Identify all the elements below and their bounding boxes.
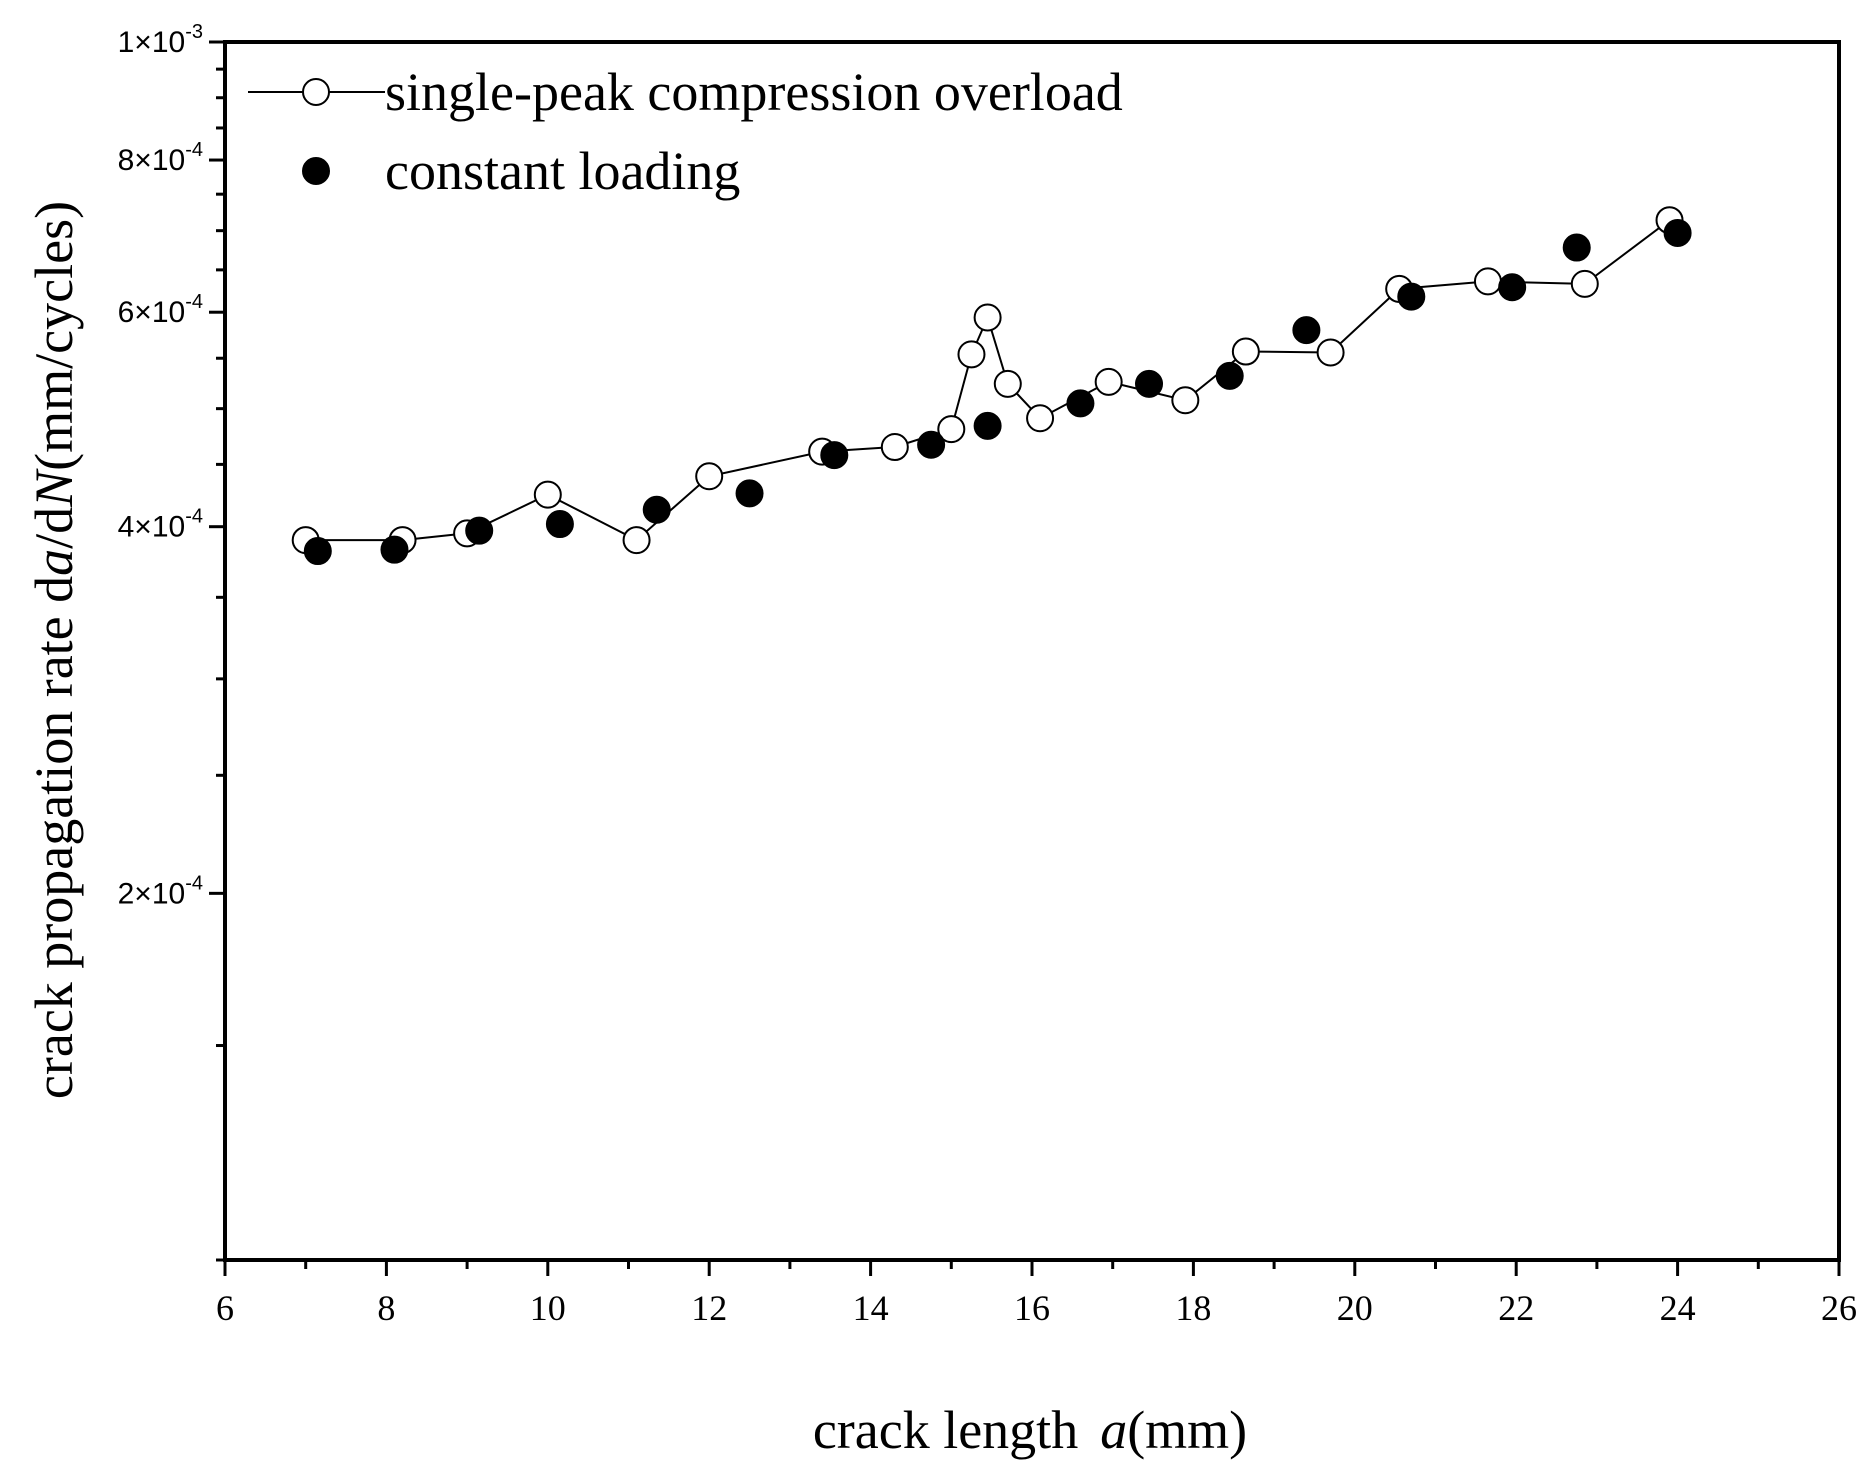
constant-loading-point [1498,273,1527,302]
overload-point [1171,386,1200,415]
x-tick-label: 16 [1014,1288,1050,1328]
x-tick-label: 6 [216,1288,234,1328]
legend-marker-overload [302,78,330,106]
x-tick-label: 26 [1821,1288,1857,1328]
x-tick-label: 12 [691,1288,727,1328]
constant-loading-point [1135,369,1164,398]
x-tick-label: 14 [853,1288,889,1328]
overload-point [1316,338,1345,367]
constant-loading-point [917,430,946,459]
overload-point [1473,267,1502,296]
constant-loading-point [973,411,1002,440]
overload-point [622,526,651,555]
y-tick-label: 1×10-3 [118,21,203,59]
constant-loading-point [380,535,409,564]
overload-point [993,369,1022,398]
y-tick-label: 6×10-4 [118,291,203,329]
y-tick-label: 4×10-4 [118,506,203,544]
overload-point [1570,269,1599,298]
y-axis-title-mid: /d [24,507,84,549]
overload-point [533,480,562,509]
y-axis-title-var-a: a [24,549,84,576]
overload-point [1094,367,1123,396]
y-tick-label: 8×10-4 [118,139,203,177]
constant-loading-point [1397,282,1426,311]
legend-marker-constant [302,157,330,185]
constant-loading-point [545,510,574,539]
constant-loading-point [1215,361,1244,390]
overload-point [973,303,1002,332]
x-tick-label: 8 [377,1288,395,1328]
x-tick-label: 20 [1337,1288,1373,1328]
y-axis-title-unit: (mm/cycles) [24,201,84,471]
y-axis-title-prefix: crack propagation rate d [24,576,84,1099]
x-tick-label: 18 [1175,1288,1211,1328]
x-tick-label: 10 [530,1288,566,1328]
axis-ticks [209,40,1841,1276]
constant-loading-point [735,479,764,508]
constant-loading-point [1663,218,1692,247]
overload-point [695,462,724,491]
y-tick-label: 2×10-4 [118,872,203,910]
overload-point [880,433,909,462]
series-line-0 [305,219,1671,542]
x-tick-label: 24 [1660,1288,1696,1328]
constant-loading-point [820,441,849,470]
constant-loading-point [642,495,671,524]
y-axis-title-var-n: N [24,468,84,508]
legend: single-peak compression overload constan… [248,62,1123,201]
x-tick-labels: 6 8 10 12 14 16 18 20 22 24 26 [216,1288,1857,1328]
series-points [291,206,1692,566]
overload-point [937,415,966,444]
overload-point [957,340,986,369]
constant-loading-point [1562,233,1591,262]
series-lines [305,219,1671,542]
x-tick-label: 22 [1498,1288,1534,1328]
y-axis-title: crack propagation rate da/dN(mm/cycles) [24,201,84,1099]
legend-label-constant: constant loading [385,141,740,201]
x-axis-title-unit: (mm) [1127,1400,1247,1460]
y-tick-labels: 2×10-4 4×10-4 6×10-4 8×10-4 1×10-3 [118,21,203,910]
x-axis-title-prefix: crack length [813,1400,1078,1460]
constant-loading-point [1066,389,1095,418]
constant-loading-point [303,537,332,566]
constant-loading-point [1292,316,1321,345]
overload-point [1231,337,1260,366]
constant-loading-point [465,516,494,545]
x-axis-title-variable: a [1100,1400,1127,1460]
plot-area-border [223,40,1841,1262]
overload-point [1026,404,1055,433]
x-axis-title: crack length a(mm) [813,1400,1247,1460]
legend-label-overload: single-peak compression overload [385,62,1123,122]
